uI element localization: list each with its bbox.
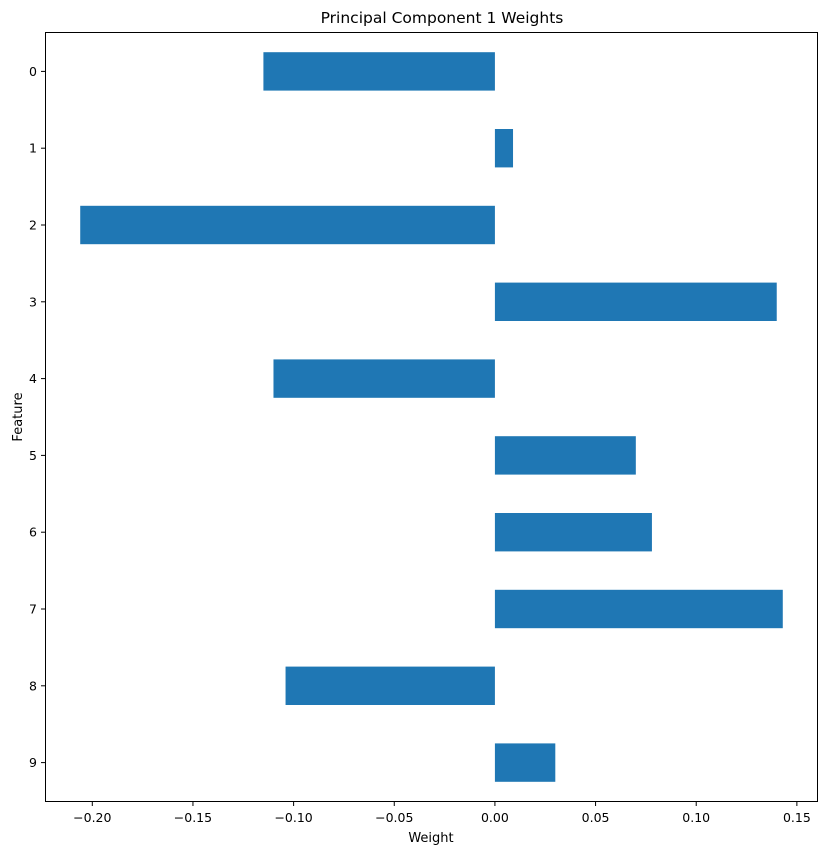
x-tick-label: −0.15: [174, 810, 212, 825]
plot-frame: [45, 32, 818, 802]
y-tick-label: 1: [29, 141, 37, 156]
y-tick-label: 4: [29, 371, 37, 386]
y-tick-label: 2: [29, 218, 37, 233]
x-tick-label: 0.15: [783, 810, 811, 825]
y-ticks: 0 1 2 3 4 5 6 7 8 9: [29, 64, 46, 770]
bars: [80, 52, 783, 782]
y-tick-label: 3: [29, 294, 37, 309]
x-tick-label: −0.20: [73, 810, 111, 825]
x-tick-label: −0.05: [375, 810, 413, 825]
bar-feature-5: [494, 436, 636, 475]
y-tick-label: 7: [29, 602, 37, 617]
x-axis-label: Weight: [408, 831, 453, 846]
bar-feature-4: [273, 359, 495, 398]
bar-feature-2: [80, 205, 495, 245]
bar-feature-6: [494, 513, 652, 552]
x-ticks: −0.20 −0.15 −0.10 −0.05 0.00 0.05 0.10 0.15: [73, 801, 811, 825]
y-tick-label: 5: [29, 448, 37, 463]
x-tick-label: 0.00: [481, 810, 509, 825]
bar-feature-8: [285, 666, 495, 705]
bar-feature-7: [494, 589, 783, 629]
y-axis-label: Feature: [11, 392, 26, 441]
bar-feature-3: [494, 282, 777, 321]
chart-title: Principal Component 1 Weights: [321, 9, 564, 27]
y-tick-label: 0: [29, 64, 37, 79]
bar-feature-1: [494, 129, 514, 168]
bar-feature-9: [494, 743, 556, 782]
x-tick-label: −0.10: [274, 810, 312, 825]
y-tick-label: 6: [29, 525, 37, 540]
y-tick-label: 9: [29, 755, 37, 770]
x-tick-label: 0.05: [582, 810, 610, 825]
bar-feature-0: [263, 52, 495, 91]
x-tick-label: 0.10: [682, 810, 710, 825]
y-tick-label: 8: [29, 678, 37, 693]
